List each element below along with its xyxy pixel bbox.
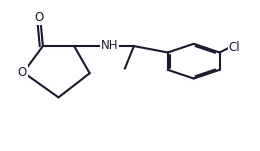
Text: Cl: Cl [229,41,240,54]
Text: NH: NH [100,39,118,52]
Text: O: O [17,66,27,79]
Text: O: O [34,11,44,24]
